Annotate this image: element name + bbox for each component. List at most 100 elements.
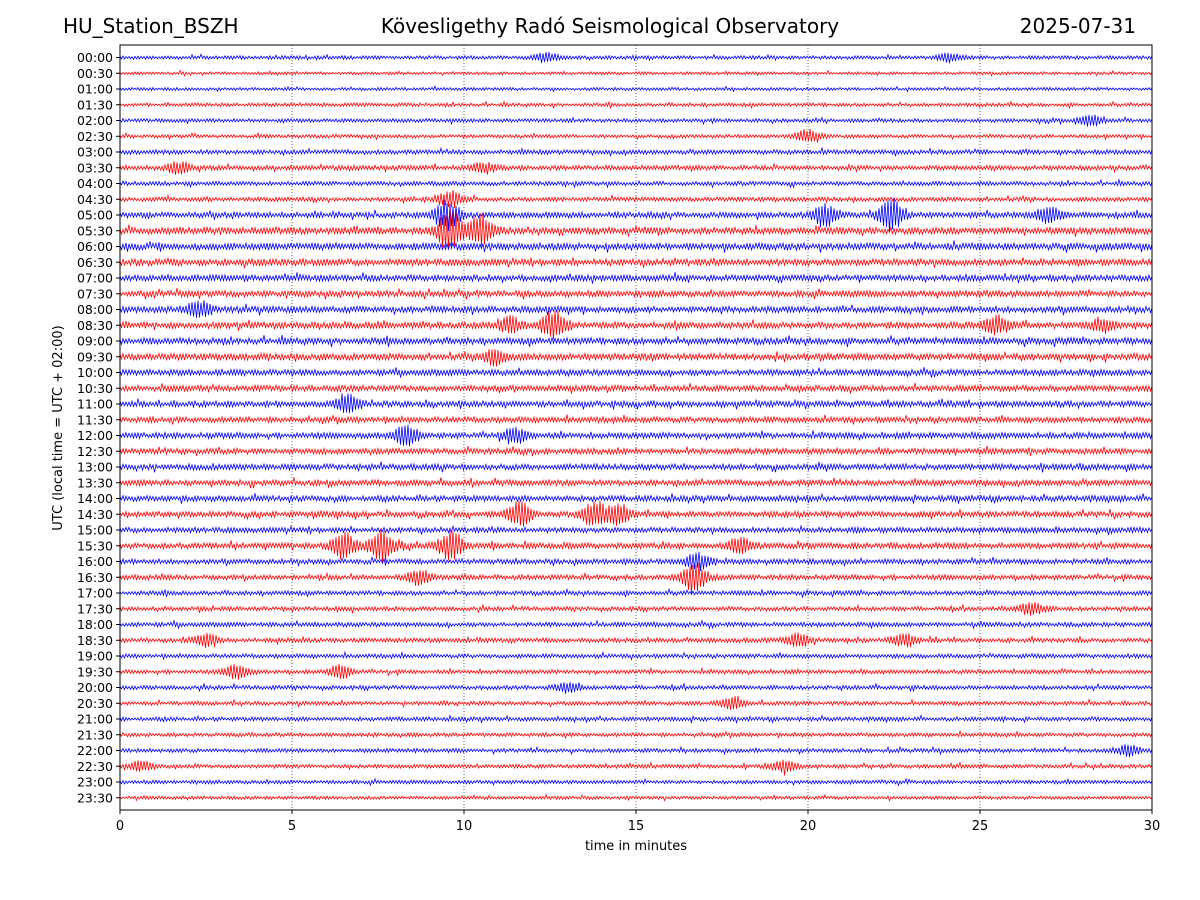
y-tick-label: 10:30 [77, 381, 113, 396]
seismic-trace [119, 128, 1153, 143]
x-tick-labels: 0 5 10 15 20 25 30 [116, 810, 1160, 834]
grid-lines [291, 45, 981, 810]
y-axis-label: UTC (local time = UTC + 02:00) [51, 325, 66, 530]
y-tick-label: 04:00 [77, 176, 113, 191]
y-tick-label: 18:30 [77, 633, 113, 648]
x-tick-label: 20 [800, 819, 817, 834]
seismic-trace [119, 335, 1153, 348]
x-tick-label: 5 [288, 819, 296, 834]
y-tick-label: 03:00 [77, 145, 113, 160]
seismic-trace [119, 601, 1153, 616]
seismic-trace [119, 310, 1153, 340]
y-tick-label: 09:30 [77, 349, 113, 364]
x-tick-label: 0 [116, 819, 124, 834]
y-tick-label: 18:00 [77, 617, 113, 632]
y-tick-label: 00:00 [77, 50, 113, 65]
x-axis-label: time in minutes [585, 839, 687, 854]
y-tick-label: 22:00 [77, 743, 113, 758]
seismic-trace [119, 562, 1153, 594]
seismic-trace [119, 367, 1153, 378]
seismic-trace [119, 461, 1153, 473]
y-tick-label: 12:30 [77, 444, 113, 459]
y-tick-label: 00:30 [77, 66, 113, 81]
seismic-traces [119, 51, 1153, 802]
seismic-trace [119, 382, 1153, 394]
y-tick-label: 17:30 [77, 601, 113, 616]
seismic-trace [119, 492, 1153, 505]
seismic-trace [119, 793, 1153, 802]
y-tick-label: 14:30 [77, 507, 113, 522]
y-tick-label: 04:30 [77, 192, 113, 207]
seismic-trace [119, 256, 1153, 269]
y-tick-label: 06:30 [77, 255, 113, 270]
y-tick-label: 03:30 [77, 160, 113, 175]
y-tick-label: 21:30 [77, 727, 113, 742]
y-tick-label: 23:30 [77, 790, 113, 805]
chart-title: Kövesligethy Radó Seismological Observat… [380, 14, 840, 38]
seismic-trace [119, 551, 1153, 572]
y-tick-label: 17:00 [77, 586, 113, 601]
x-tick-label: 10 [456, 819, 473, 834]
seismic-trace [119, 161, 1153, 175]
y-tick-label: 14:00 [77, 491, 113, 506]
seismic-trace [119, 528, 1153, 563]
station-name: HU_Station_BSZH [63, 14, 239, 38]
seismic-trace [119, 729, 1153, 740]
seismic-trace [119, 477, 1153, 489]
y-tick-label: 08:00 [77, 302, 113, 317]
y-tick-label: 05:30 [77, 223, 113, 238]
seismic-trace [119, 414, 1153, 425]
seismic-trace [119, 208, 1153, 251]
y-tick-label: 19:30 [77, 664, 113, 679]
y-tick-label: 08:30 [77, 318, 113, 333]
seismic-trace [119, 114, 1153, 127]
seismic-trace [119, 650, 1153, 661]
y-tick-label: 19:00 [77, 649, 113, 664]
y-tick-label: 20:00 [77, 680, 113, 695]
seismic-trace [119, 445, 1153, 457]
y-tick-label: 15:00 [77, 523, 113, 538]
seismic-trace [119, 713, 1153, 725]
seismic-trace [119, 524, 1153, 536]
y-tick-label: 10:00 [77, 365, 113, 380]
seismic-trace [119, 744, 1153, 758]
y-tick-label: 16:30 [77, 570, 113, 585]
seismic-trace [119, 759, 1153, 776]
y-tick-label: 20:30 [77, 696, 113, 711]
y-tick-label: 13:30 [77, 475, 113, 490]
y-tick-label: 22:30 [77, 759, 113, 774]
y-tick-label: 05:00 [77, 208, 113, 223]
seismic-trace [119, 189, 1153, 209]
y-tick-label: 11:00 [77, 397, 113, 412]
seismic-trace [119, 619, 1153, 630]
seismic-trace [119, 682, 1153, 695]
seismic-trace [119, 178, 1153, 189]
seismic-trace [119, 500, 1153, 527]
y-tick-label: 16:00 [77, 554, 113, 569]
y-tick-labels: 00:0000:3001:0001:3002:0002:3003:0003:30… [77, 50, 120, 805]
seismic-trace [119, 300, 1153, 318]
seismic-trace [119, 272, 1153, 284]
y-tick-label: 02:00 [77, 113, 113, 128]
seismic-trace [119, 51, 1153, 64]
seismic-trace [119, 777, 1153, 787]
x-tick-label: 15 [628, 819, 645, 834]
seismic-trace [119, 287, 1153, 300]
y-tick-label: 13:00 [77, 460, 113, 475]
y-tick-label: 11:30 [77, 412, 113, 427]
chart-date: 2025-07-31 [1019, 14, 1136, 38]
seismic-trace [119, 587, 1153, 599]
seismic-trace [119, 349, 1153, 367]
y-tick-label: 21:00 [77, 712, 113, 727]
x-tick-label: 25 [972, 819, 989, 834]
seismic-trace [119, 695, 1153, 710]
y-tick-label: 12:00 [77, 428, 113, 443]
seismic-trace [119, 100, 1153, 110]
seismic-trace [119, 240, 1153, 253]
y-tick-label: 09:00 [77, 334, 113, 349]
y-tick-label: 07:00 [77, 271, 113, 286]
y-tick-label: 01:00 [77, 82, 113, 97]
seismic-trace [119, 146, 1153, 158]
seismic-trace [119, 632, 1153, 649]
